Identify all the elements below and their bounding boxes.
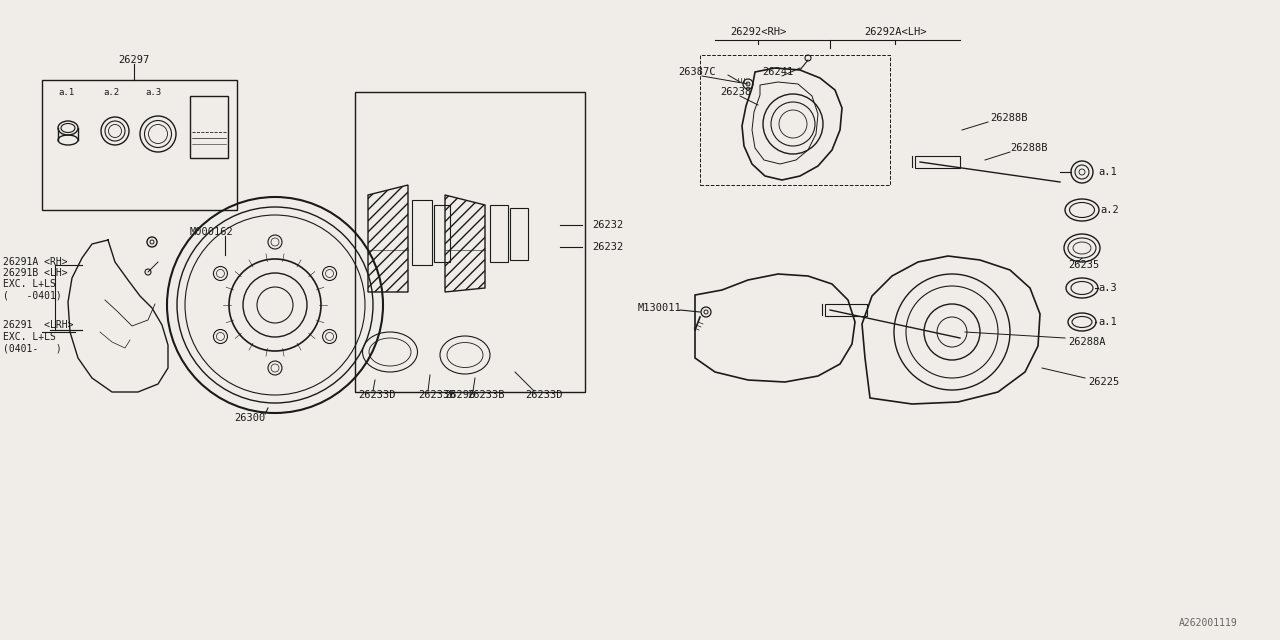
Text: 26292<RH>: 26292<RH> [730,27,786,37]
Bar [189,96,228,158]
Text: 26233B: 26233B [419,390,456,400]
Bar [826,304,867,316]
Text: EXC. L+LS: EXC. L+LS [3,332,56,342]
Text: 26387C: 26387C [678,67,716,77]
Text: 26292A<LH>: 26292A<LH> [864,27,927,37]
Bar [355,92,585,392]
Text: a.2: a.2 [1100,205,1119,215]
Bar [700,55,890,185]
Text: a.1: a.1 [1098,167,1116,177]
Text: 26288B: 26288B [1010,143,1047,153]
Text: M000162: M000162 [189,227,234,237]
Text: 26288A: 26288A [1068,337,1106,347]
Text: a.1: a.1 [58,88,74,97]
Text: a.1: a.1 [1098,317,1116,327]
Bar [42,80,237,210]
Text: 26233B: 26233B [467,390,504,400]
Text: 26233D: 26233D [525,390,562,400]
Text: a.3: a.3 [145,88,161,97]
Text: a.3: a.3 [1098,283,1116,293]
Text: 26297: 26297 [118,55,150,65]
Text: 26291  <LRH>: 26291 <LRH> [3,320,73,330]
Text: a.2: a.2 [102,88,119,97]
Text: 26288B: 26288B [989,113,1028,123]
Text: 26232: 26232 [593,242,623,252]
Text: 26238: 26238 [721,87,751,97]
Text: A262001119: A262001119 [1179,618,1238,628]
Text: (0401-   ): (0401- ) [3,343,61,353]
Text: 26233D: 26233D [358,390,396,400]
Text: 26232: 26232 [593,220,623,230]
Text: 26296: 26296 [444,390,476,400]
Bar [915,156,960,168]
Text: 26235: 26235 [1068,260,1100,270]
Text: 26241: 26241 [762,67,794,77]
Text: 26225: 26225 [1088,377,1119,387]
Text: EXC. L+LS: EXC. L+LS [3,279,56,289]
Text: 26300: 26300 [234,413,266,423]
Text: 26291A <RH>: 26291A <RH> [3,257,68,267]
Text: 26291B <LH>: 26291B <LH> [3,268,68,278]
Text: (   -0401): ( -0401) [3,290,61,300]
Text: M130011: M130011 [637,303,682,313]
